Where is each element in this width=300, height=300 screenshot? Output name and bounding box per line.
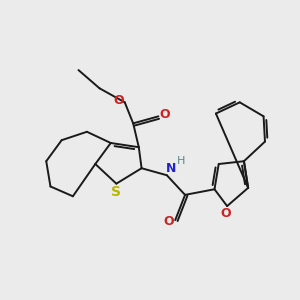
Text: H: H — [177, 156, 186, 166]
Text: O: O — [220, 207, 231, 220]
Text: S: S — [111, 185, 121, 199]
Text: O: O — [113, 94, 124, 107]
Text: N: N — [166, 162, 176, 175]
Text: O: O — [159, 108, 170, 122]
Text: O: O — [164, 215, 174, 228]
